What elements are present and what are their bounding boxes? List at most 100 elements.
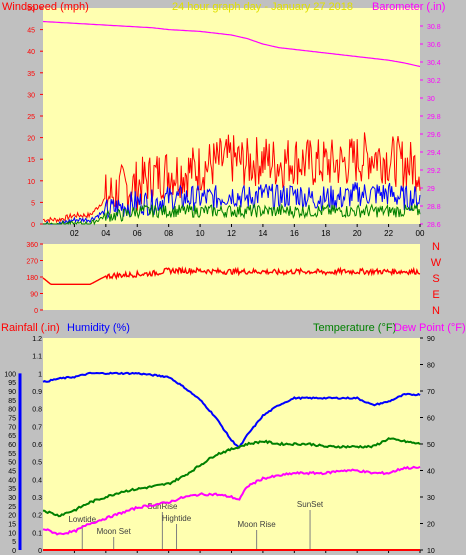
barometer-tick-label: 30.4 xyxy=(427,60,441,67)
compass-letter: E xyxy=(432,289,439,301)
wind-xtick-label: 20 xyxy=(353,229,362,238)
humidity-line xyxy=(42,371,421,449)
temperature-axis-title: Temperature (°F) xyxy=(313,322,396,334)
humidity-tick-label: 90 xyxy=(8,389,16,396)
compass-letter: W xyxy=(431,257,442,269)
barometer-tick-label: 28.8 xyxy=(427,204,441,211)
rainfall-tick-label: 0.7 xyxy=(32,424,42,431)
windspeed-tick-label: 40 xyxy=(27,49,35,56)
compass-letter: S xyxy=(432,273,439,285)
direction-tick-label: 360 xyxy=(26,242,38,249)
wind-xtick-label: 22 xyxy=(384,229,393,238)
dewpoint-line xyxy=(42,465,421,536)
barometer-axis-title: Barometer (.in) xyxy=(372,1,445,13)
wind-xtick-label: 00 xyxy=(416,229,425,238)
humidity-plot-area xyxy=(43,338,420,550)
rainfall-tick-label: 1.1 xyxy=(32,354,42,361)
direction-tick-label: 90 xyxy=(30,292,38,299)
barometer-tick-label: 29.4 xyxy=(427,150,441,157)
windspeed-tick-label: 35 xyxy=(27,71,35,78)
windspeed-tick-label: 50 xyxy=(27,6,35,13)
humidity-tick-label: 95 xyxy=(8,380,16,387)
humidity-tick-label: 10 xyxy=(8,530,16,537)
rainfall-axis-title: Rainfall (.in) xyxy=(1,322,60,334)
humidity-tick-label: 30 xyxy=(8,495,16,502)
wind-xtick-label: 10 xyxy=(196,229,205,238)
humidity-tick-label: 70 xyxy=(8,424,16,431)
rainfall-tick-label: 0.1 xyxy=(32,530,42,537)
barometer-tick-label: 28.6 xyxy=(427,222,441,229)
compass-letter: N xyxy=(432,241,440,253)
event-marker-label: Lowtide xyxy=(68,515,96,524)
rainfall-tick-label: 0.5 xyxy=(32,460,42,467)
rainfall-tick-label: 1 xyxy=(38,371,42,378)
wind-xtick-label: 12 xyxy=(227,229,236,238)
windspeed-tick-label: 0 xyxy=(31,222,35,229)
windspeed-axis-title: Windspeed (mph) xyxy=(2,1,89,13)
windspeed-tick-label: 10 xyxy=(27,179,35,186)
dewpoint-axis-title: Dew Point (°F) xyxy=(394,322,466,334)
humidity-tick-label: 5 xyxy=(12,539,16,546)
event-marker-label: Moon Set xyxy=(97,527,132,536)
humidity-tick-label: 35 xyxy=(8,486,16,493)
event-marker-label: Hightide xyxy=(162,514,192,523)
humidity-tick-label: 75 xyxy=(8,416,16,423)
rainfall-tick-label: 0.4 xyxy=(32,477,42,484)
humidity-tick-label: 80 xyxy=(8,407,16,414)
event-marker-label: SunSet xyxy=(297,500,324,509)
humidity-tick-label: 50 xyxy=(8,460,16,467)
windspeed-tick-label: 5 xyxy=(31,200,35,207)
barometer-tick-label: 30.6 xyxy=(427,42,441,49)
compass-letter: N xyxy=(432,305,440,317)
direction-tick-label: 270 xyxy=(26,259,38,266)
humidity-tick-label: 15 xyxy=(8,522,16,529)
humidity-axis-title: Humidity (%) xyxy=(67,322,130,334)
barometer-tick-label: 30 xyxy=(427,96,435,103)
temperature-tick-label: 70 xyxy=(427,389,435,396)
wind-xtick-label: 14 xyxy=(258,229,267,238)
barometer-tick-label: 30.8 xyxy=(427,24,441,31)
wind-xtick-label: 04 xyxy=(101,229,110,238)
humidity-tick-label: 0 xyxy=(12,548,16,555)
rainfall-tick-label: 0.3 xyxy=(32,495,42,502)
temperature-tick-label: 30 xyxy=(427,495,435,502)
humidity-tick-label: 60 xyxy=(8,442,16,449)
temperature-tick-label: 50 xyxy=(427,442,435,449)
wind-xtick-label: 02 xyxy=(70,229,79,238)
direction-tick-label: 0 xyxy=(34,308,38,315)
barometer-tick-label: 29.8 xyxy=(427,114,441,121)
wind-xtick-label: 16 xyxy=(290,229,299,238)
direction-plot-area xyxy=(43,244,420,310)
humidity-tick-label: 40 xyxy=(8,477,16,484)
humidity-tick-label: 45 xyxy=(8,469,16,476)
windspeed-tick-label: 20 xyxy=(27,136,35,143)
windspeed-tick-label: 30 xyxy=(27,92,35,99)
humidity-tick-label: 20 xyxy=(8,513,16,520)
rainfall-tick-label: 0.8 xyxy=(32,407,42,414)
barometer-line xyxy=(42,20,421,68)
temperature-tick-label: 40 xyxy=(427,469,435,476)
temperature-tick-label: 10 xyxy=(427,548,435,555)
temperature-tick-label: 20 xyxy=(427,522,435,529)
barometer-tick-label: 29.6 xyxy=(427,132,441,139)
temperature-tick-label: 80 xyxy=(427,363,435,370)
rainfall-tick-label: 0.9 xyxy=(32,389,42,396)
humidity-tick-label: 85 xyxy=(8,398,16,405)
event-marker-label: Moon Rise xyxy=(238,520,277,529)
wind-xtick-label: 18 xyxy=(321,229,330,238)
windspeed-tick-label: 15 xyxy=(27,157,35,164)
barometer-tick-label: 29 xyxy=(427,186,435,193)
rainfall-tick-label: 0.6 xyxy=(32,442,42,449)
temperature-tick-label: 60 xyxy=(427,416,435,423)
wind-xtick-label: 06 xyxy=(133,229,142,238)
humidity-tick-label: 65 xyxy=(8,433,16,440)
average-line xyxy=(42,203,421,226)
windspeed-tick-label: 25 xyxy=(27,114,35,121)
chart-title: 24 hour graph day - January 27 2018 xyxy=(172,1,353,13)
humidity-tick-label: 100 xyxy=(4,371,16,378)
humidity-tick-label: 55 xyxy=(8,451,16,458)
gust-line xyxy=(42,132,421,224)
barometer-tick-label: 30.2 xyxy=(427,78,441,85)
rainfall-tick-label: 1.2 xyxy=(32,336,42,343)
